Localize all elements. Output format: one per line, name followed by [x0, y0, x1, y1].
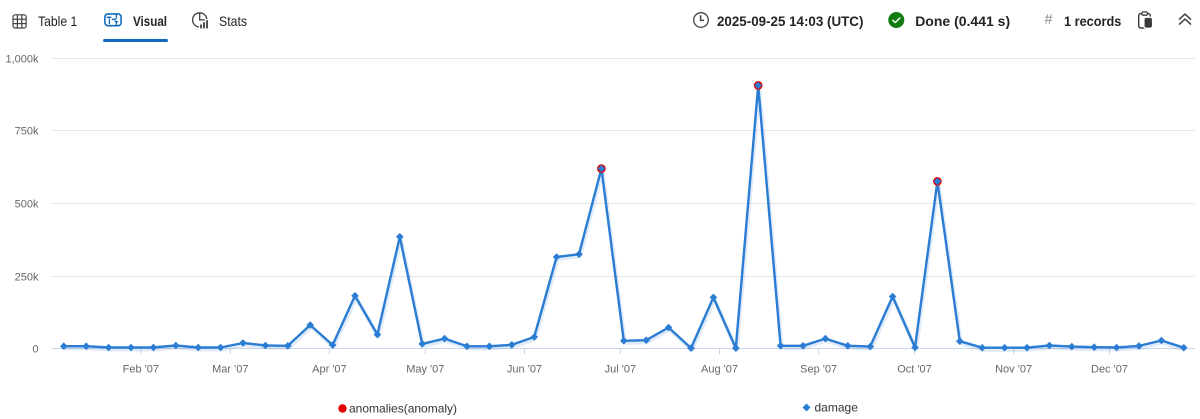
svg-text:750k: 750k — [15, 126, 39, 138]
svg-text:Apr '07: Apr '07 — [312, 364, 347, 376]
svg-text:Oct '07: Oct '07 — [897, 364, 932, 376]
svg-text:anomalies(anomaly): anomalies(anomaly) — [349, 402, 457, 416]
svg-text:Jun '07: Jun '07 — [507, 364, 542, 376]
svg-text:500k: 500k — [15, 199, 39, 211]
svg-text:0: 0 — [32, 344, 38, 356]
svg-text:250k: 250k — [15, 272, 39, 284]
svg-text:Aug '07: Aug '07 — [701, 364, 738, 376]
svg-text:Nov '07: Nov '07 — [995, 364, 1032, 376]
svg-text:Jul '07: Jul '07 — [605, 364, 636, 376]
svg-text:1,000k: 1,000k — [5, 54, 39, 66]
svg-text:Sep '07: Sep '07 — [800, 364, 837, 376]
svg-text:damage: damage — [815, 401, 859, 415]
svg-text:Mar '07: Mar '07 — [212, 364, 248, 376]
svg-text:May '07: May '07 — [406, 364, 444, 376]
svg-text:Feb '07: Feb '07 — [123, 364, 159, 376]
svg-text:Dec '07: Dec '07 — [1091, 364, 1128, 376]
